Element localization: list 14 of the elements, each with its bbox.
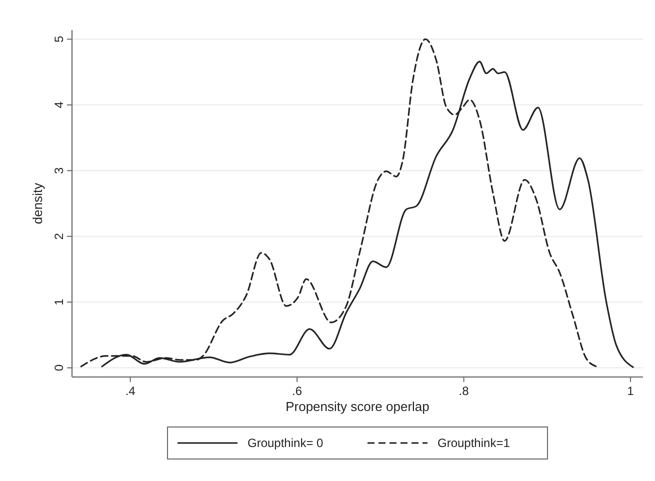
x-tick-label: .8 [458, 384, 470, 398]
x-tick-label: .4 [125, 384, 136, 398]
x-tick-label: .6 [292, 384, 302, 398]
y-axis-title: density [30, 182, 45, 224]
y-tick-label: 4 [52, 101, 66, 108]
y-tick-label: 0 [52, 364, 66, 372]
legend-label: Groupthink=1 [438, 436, 510, 450]
y-tick-label: 3 [52, 166, 66, 174]
y-tick-label: 2 [52, 232, 66, 240]
y-tick-label: 1 [52, 298, 66, 306]
y-tick-label: 5 [52, 36, 66, 43]
legend-label: Groupthink= 0 [248, 436, 324, 450]
x-tick-label: 1 [627, 384, 634, 398]
x-axis-title: Propensity score operlap [286, 399, 430, 414]
